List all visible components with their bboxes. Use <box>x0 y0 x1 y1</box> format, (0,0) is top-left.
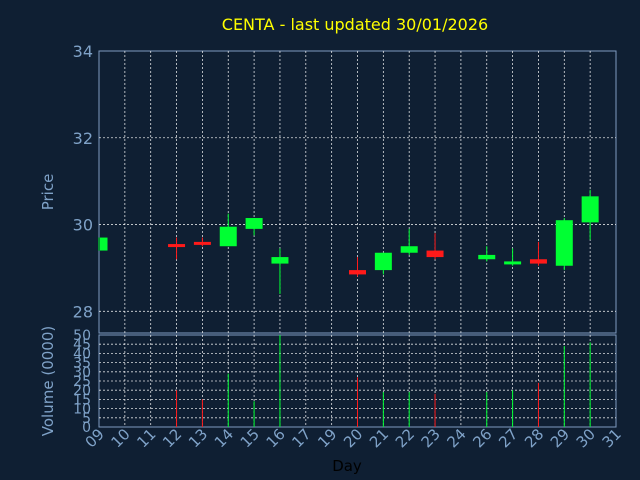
candle-body <box>504 261 522 265</box>
volume-tick-label: 30 <box>73 365 91 381</box>
candle-body <box>555 220 573 266</box>
x-tick-label: 28 <box>521 425 547 451</box>
x-tick-label: 23 <box>418 425 444 451</box>
x-tick-label: 14 <box>211 425 237 451</box>
x-tick-label: 13 <box>185 425 211 451</box>
x-tick-label: 30 <box>573 425 599 451</box>
price-tick-label: 34 <box>73 42 93 61</box>
volume-tick-label: 10 <box>73 402 91 418</box>
volume-tick-label: 15 <box>73 392 91 408</box>
candle-body <box>581 196 599 223</box>
candle-body <box>271 257 289 264</box>
price-axis-label: Price <box>39 174 57 211</box>
chart-title: CENTA - last updated 30/01/2026 <box>222 15 488 34</box>
candle-body <box>245 218 263 229</box>
x-tick-label: 21 <box>366 425 392 451</box>
price-panel: 28 30 32 34 Price <box>39 42 617 334</box>
x-axis: 09 10 11 12 13 14 15 16 17 19 20 21 22 23 24 26 27 28 29 30… <box>82 425 625 451</box>
volume-tick-label: 5 <box>82 411 91 427</box>
candle-body <box>426 250 444 258</box>
x-tick-label: 10 <box>107 425 133 451</box>
price-tick-label: 28 <box>73 302 93 321</box>
candle-body <box>349 270 366 275</box>
candle-body <box>374 252 392 271</box>
x-tick-label: 11 <box>133 425 159 451</box>
x-tick-label: 26 <box>469 425 495 451</box>
candle-body <box>478 254 496 260</box>
x-tick-label: 24 <box>443 425 469 451</box>
x-tick-label: 22 <box>392 425 418 451</box>
volume-tick-label: 50 <box>73 328 91 344</box>
price-tick-label: 32 <box>73 129 93 148</box>
x-tick-label: 20 <box>340 425 366 451</box>
x-tick-label: 15 <box>237 425 263 451</box>
volume-tick-label: 35 <box>73 356 91 372</box>
x-tick-label: 12 <box>159 425 185 451</box>
x-tick-label: 29 <box>547 425 573 451</box>
x-tick-label: 16 <box>263 425 289 451</box>
volume-tick-label: 20 <box>73 383 91 399</box>
candle-body <box>400 246 418 253</box>
volume-tick-label: 0 <box>82 420 91 436</box>
x-axis-label: Day <box>332 457 362 475</box>
x-tick-label: 19 <box>314 425 340 451</box>
candle-body <box>193 241 211 245</box>
volume-tick-label: 45 <box>73 337 91 353</box>
x-tick-label: 17 <box>288 425 314 451</box>
candle-body <box>529 259 547 264</box>
volume-axis-label: Volume (0000) <box>39 326 57 436</box>
volume-tick-label: 40 <box>73 346 91 362</box>
x-tick-label: 31 <box>599 425 625 451</box>
x-tick-label: 27 <box>495 425 521 451</box>
volume-tick-label: 25 <box>73 374 91 390</box>
candle-body <box>219 226 237 247</box>
price-tick-label: 30 <box>73 216 93 235</box>
candle-body <box>168 244 186 248</box>
candle-body <box>100 237 108 251</box>
